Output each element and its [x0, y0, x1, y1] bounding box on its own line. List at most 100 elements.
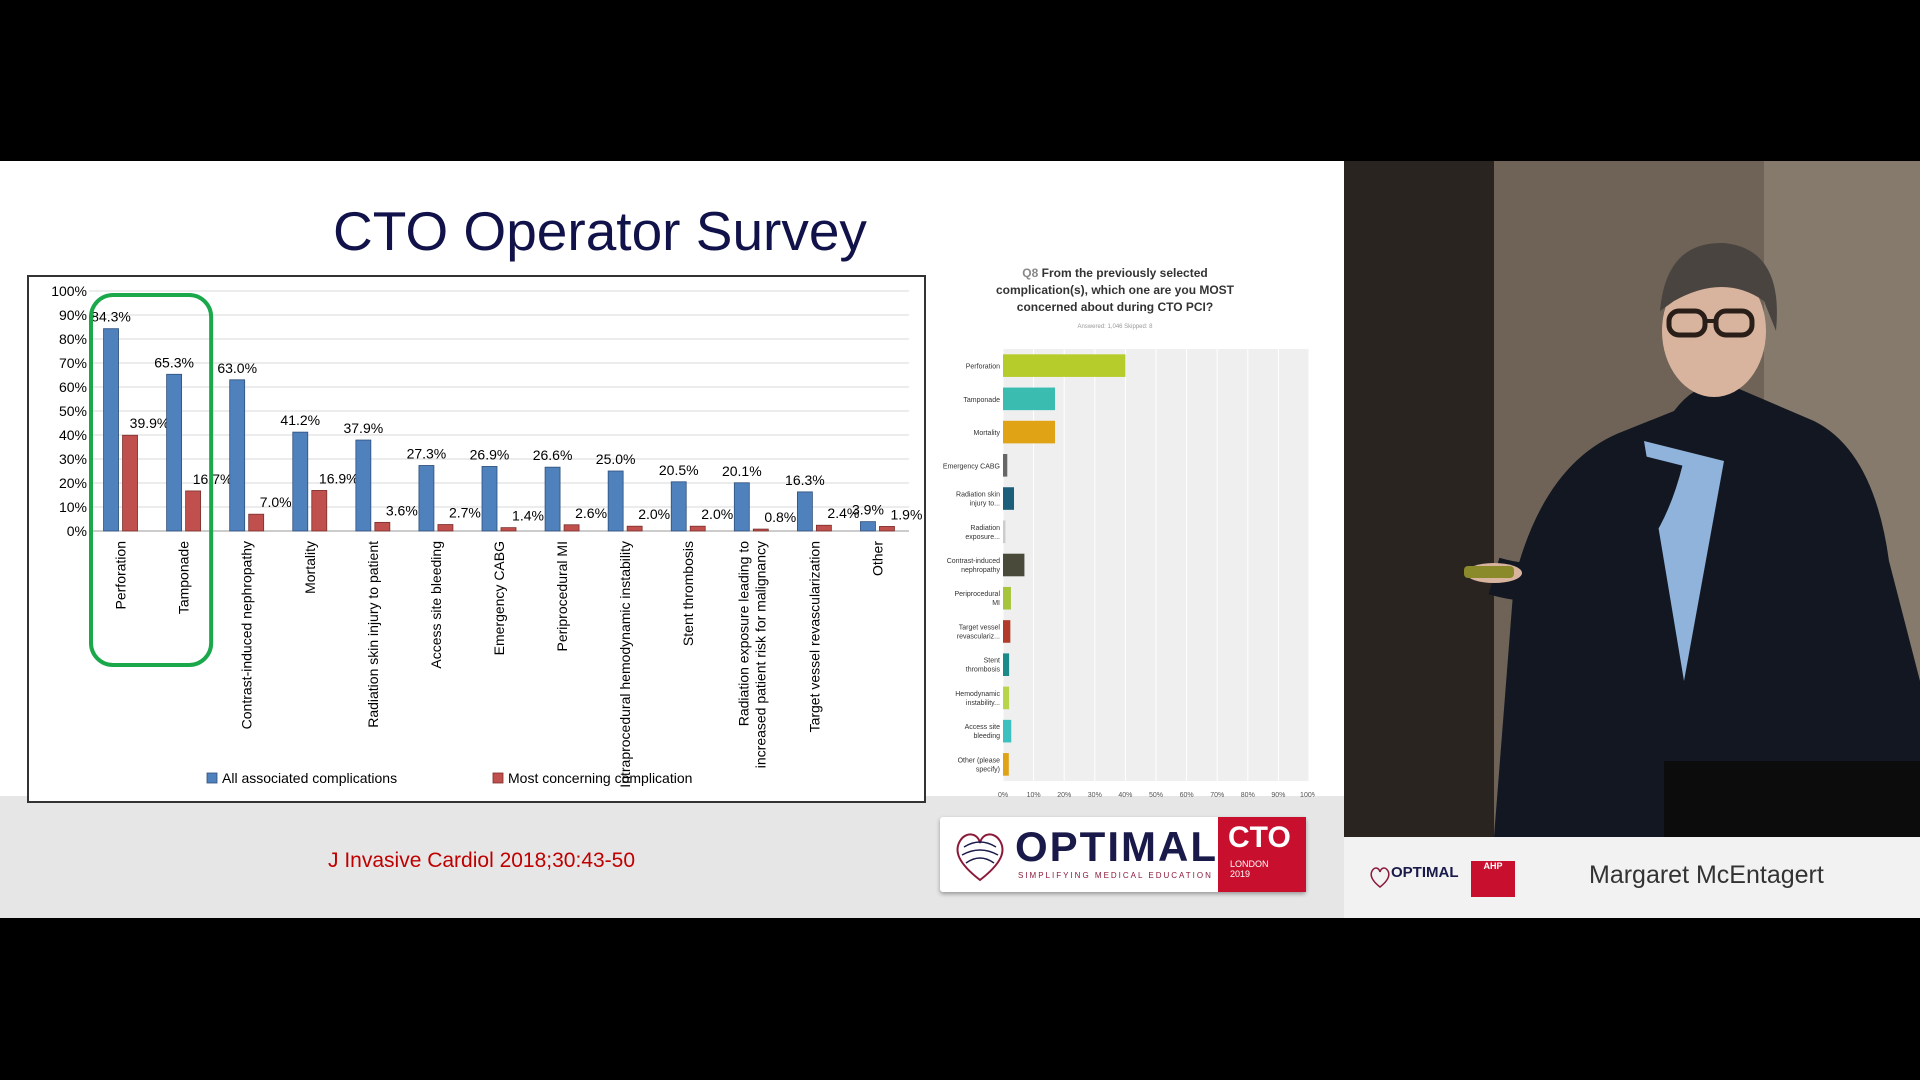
q8-bar-chart-svg: 0% 10% 20% 30% 40% 50% 60% 70% 80% 90% 100% Perfora…: [943, 349, 1315, 799]
citation: J Invasive Cardiol 2018;30:43-50: [328, 849, 636, 872]
category-label: Contrast-induced nephropathy: [239, 541, 255, 729]
y-tick-label: 40%: [59, 427, 87, 443]
slide-title: CTO Operator Survey: [333, 200, 867, 262]
data-label-all: 20.5%: [659, 462, 699, 478]
q8-bar: [1003, 686, 1010, 710]
bar-all-complications: [544, 466, 561, 532]
q8-x-tick-label: 30%: [1088, 792, 1102, 799]
legend-swatch-all: [206, 772, 218, 784]
q8-bar: [1003, 487, 1015, 510]
bar-most-concerning: [752, 528, 769, 532]
data-label-concerning: 16.9%: [319, 470, 359, 486]
data-label-concerning: 2.0%: [638, 506, 670, 522]
category-label: Access site bleeding: [428, 541, 444, 669]
q8-response-chart: 0% 10% 20% 30% 40% 50% 60% 70% 80% 90% 100% Perfora…: [935, 261, 1315, 801]
bar-most-concerning: [879, 526, 895, 532]
cto-badge-year: 2019: [1230, 869, 1251, 879]
legend-label-concerning: Most concerning complication: [508, 770, 692, 786]
category-label: Target vessel revascularization: [806, 541, 822, 732]
data-label-all: 63.0%: [217, 360, 257, 376]
y-tick-label: 30%: [59, 451, 87, 467]
bar-most-concerning: [374, 521, 391, 532]
q8-category-label: Tamponade: [963, 397, 1000, 404]
y-tick-label: 80%: [59, 331, 87, 347]
bar-all-complications: [796, 491, 813, 532]
bar-all-complications: [166, 373, 183, 532]
data-label-all: 25.0%: [596, 451, 636, 467]
q8-bar: [1003, 586, 1011, 610]
q8-category-label: Other (please specify): [958, 757, 1001, 773]
survey-bar-chart-svg: 0% 10% 20% 30% 40% 50% 60% 70% 80% 90% 100%84.3% 39…: [51, 283, 922, 788]
data-label-all: 65.3%: [154, 354, 194, 370]
optimal-tagline: SIMPLIFYING MEDICAL EDUCATION: [1018, 871, 1213, 880]
q8-category-label: Target vessel revasculariz...: [957, 624, 1001, 640]
category-label: Emergency CABG: [491, 541, 507, 655]
cto-badge: CTO LONDON 2019: [1218, 817, 1306, 892]
q8-bar: [1003, 454, 1008, 477]
category-label: Intraprocedural hemodynamic instability: [617, 541, 633, 788]
cto-badge-city: LONDON: [1230, 859, 1269, 869]
q8-number: Q8: [1022, 266, 1039, 280]
bar-most-concerning: [437, 524, 454, 532]
bar-all-complications: [418, 465, 435, 532]
bar-most-concerning: [815, 524, 832, 532]
category-label: Stent thrombosis: [680, 541, 696, 646]
q8-category-label: Periprocedural MI: [954, 591, 1000, 607]
category-label: Mortality: [302, 541, 318, 594]
q8-bar: [1003, 653, 1010, 676]
q8-category-label: Access site bleeding: [965, 724, 1001, 740]
data-label-concerning: 2.6%: [575, 505, 607, 521]
q8-x-tick-label: 100%: [1300, 792, 1315, 799]
speaker-video-frame: [1344, 161, 1920, 837]
q8-x-tick-label: 40%: [1118, 792, 1132, 799]
bar-all-complications: [733, 482, 750, 532]
y-tick-label: 50%: [59, 403, 87, 419]
y-tick-label: 60%: [59, 379, 87, 395]
speaker-video: [1344, 161, 1920, 837]
category-label: Other: [869, 541, 885, 576]
data-label-all: 3.9%: [852, 502, 884, 518]
q8-bar: [1003, 387, 1056, 411]
category-label: Perforation: [113, 541, 129, 609]
bar-all-complications: [670, 481, 687, 532]
q8-x-tick-label: 10%: [1027, 792, 1041, 799]
category-label: Radiation skin injury to patient: [365, 541, 381, 728]
q8-question: Q8 From the previously selected complica…: [975, 265, 1255, 316]
q8-category-label: Mortality: [974, 430, 1001, 437]
data-label-concerning: 0.8%: [764, 509, 796, 525]
q8-x-tick-label: 50%: [1149, 792, 1163, 799]
highlight-box: [89, 293, 214, 667]
q8-category-label: Emergency CABG: [943, 463, 1000, 470]
q8-category-label: Contrast-induced nephropathy: [947, 558, 1001, 574]
data-label-all: 27.3%: [407, 445, 447, 461]
heart-logo-icon: [1370, 867, 1390, 888]
q8-bar: [1003, 719, 1012, 743]
bar-most-concerning: [122, 434, 138, 532]
legend-swatch-concerning: [492, 772, 504, 784]
bar-all-complications: [229, 379, 246, 532]
data-label-concerning: 2.0%: [701, 506, 733, 522]
bar-all-complications: [292, 431, 309, 532]
category-label: Tamponade: [176, 541, 192, 614]
bar-all-complications: [481, 466, 498, 532]
y-tick-label: 20%: [59, 475, 87, 491]
data-label-concerning: 1.4%: [512, 508, 544, 524]
q8-x-tick-label: 90%: [1271, 792, 1285, 799]
heart-logo-icon: [956, 833, 1004, 882]
optimal-cto-logo: OPTIMAL SIMPLIFYING MEDICAL EDUCATION CT…: [940, 817, 1306, 892]
speaker-name: Margaret McEntagert: [1589, 861, 1824, 889]
data-label-concerning: 3.6%: [386, 502, 418, 518]
y-tick-label: 0%: [67, 523, 87, 539]
bar-most-concerning: [248, 513, 265, 532]
presentation-slide: CTO Operator Survey 0% 10% 20% 30% 40% 50% 60%…: [0, 161, 1344, 918]
ahp-badge: AHP: [1471, 861, 1515, 897]
q8-bar: [1003, 620, 1011, 643]
data-label-all: 41.2%: [280, 412, 320, 428]
bar-all-complications: [860, 521, 876, 532]
q8-category-label: Hemodynamic instability...: [955, 691, 1000, 707]
optimal-wordmark: OPTIMAL: [1015, 823, 1218, 870]
survey-bar-chart: 0% 10% 20% 30% 40% 50% 60% 70% 80% 90% 100% 84.3% 39…: [27, 275, 926, 803]
y-tick-label: 70%: [59, 355, 87, 371]
data-label-concerning: 2.4%: [827, 505, 859, 521]
q8-category-label: Radiation exposure...: [965, 525, 1000, 541]
